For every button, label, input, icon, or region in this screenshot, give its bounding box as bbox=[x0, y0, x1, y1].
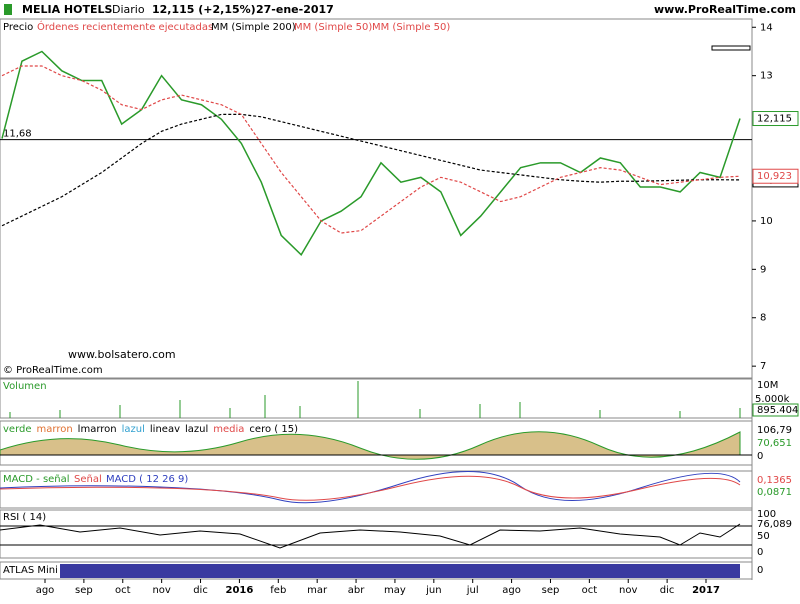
x-tick-label: may bbox=[384, 585, 406, 596]
x-tick-label: sep bbox=[542, 585, 560, 596]
atlas-frame bbox=[0, 561, 753, 580]
atlas-fill bbox=[60, 564, 740, 578]
volume-frame bbox=[0, 378, 753, 419]
tick: 0,1365 bbox=[757, 475, 792, 486]
panel-title: cero ( 15) bbox=[249, 424, 298, 435]
y-tick-label: 10 bbox=[760, 216, 773, 227]
panel-title: marron bbox=[37, 424, 73, 435]
x-tick-label: jun bbox=[425, 585, 441, 596]
x-tick-label: oct bbox=[582, 585, 598, 596]
legend-item: Precio bbox=[3, 22, 33, 33]
panel-title: lineav bbox=[150, 424, 180, 435]
tick: 0 bbox=[757, 565, 763, 576]
panel-title: RSI ( 14) bbox=[3, 512, 46, 523]
y-tick-label: 8 bbox=[760, 313, 766, 324]
last-value: 12,115 bbox=[757, 114, 792, 125]
legend-item: MM (Simple 50) bbox=[294, 22, 372, 33]
tick: 10M bbox=[757, 380, 778, 391]
x-tick-label: mar bbox=[307, 585, 328, 596]
tick: 5.000k bbox=[755, 394, 790, 405]
value-box bbox=[752, 111, 799, 127]
x-tick-label: oct bbox=[115, 585, 131, 596]
value-box bbox=[752, 403, 799, 417]
signal-line bbox=[0, 475, 741, 501]
panel-title: lazul bbox=[185, 424, 208, 435]
x-tick-label: sep bbox=[75, 585, 93, 596]
panel-title: lmarron bbox=[78, 424, 117, 435]
panel-title: MACD ( 12 26 9) bbox=[106, 474, 188, 485]
macd-line bbox=[0, 471, 741, 504]
x-tick-label: ago bbox=[36, 585, 55, 596]
x-tick-label: 2017 bbox=[692, 585, 720, 596]
x-tick-label: jul bbox=[466, 585, 479, 596]
x-tick-label: 2016 bbox=[225, 585, 253, 596]
moving-average bbox=[1, 113, 741, 227]
main-frame bbox=[0, 18, 753, 379]
bands-area bbox=[0, 431, 741, 460]
volume-bars bbox=[9, 381, 741, 418]
y-tick-label: 14 bbox=[760, 22, 773, 33]
x-tick-label: dic bbox=[193, 585, 208, 596]
tick: 0 bbox=[757, 547, 763, 558]
rsi-frame bbox=[0, 509, 753, 559]
y-tick-label: 7 bbox=[760, 361, 766, 372]
panel-title: verde bbox=[3, 424, 32, 435]
x-tick-label: dic bbox=[660, 585, 675, 596]
panel-title: lazul bbox=[122, 424, 145, 435]
rsi-line bbox=[0, 523, 741, 549]
panel-title: media bbox=[213, 424, 244, 435]
legend-item: MM (Simple 200) bbox=[211, 22, 296, 33]
value-box bbox=[752, 168, 799, 184]
site: www.ProRealTime.com bbox=[654, 3, 796, 16]
y-tick-label: 9 bbox=[760, 264, 766, 275]
macd-frame bbox=[0, 470, 753, 509]
x-tick-label: nov bbox=[619, 585, 637, 596]
marker bbox=[711, 45, 751, 51]
x-tick-label: feb bbox=[270, 585, 286, 596]
legend-item: MM (Simple 50) bbox=[372, 22, 450, 33]
copyright: © ProRealTime.com bbox=[3, 365, 103, 376]
bands-frame bbox=[0, 420, 753, 466]
panel-title: Señal bbox=[74, 474, 102, 485]
last-value: 10,923 bbox=[757, 171, 792, 182]
y-tick-label: 13 bbox=[760, 71, 773, 82]
legend-item: Órdenes recientemente ejecutadas bbox=[37, 20, 213, 33]
x-tick-label: abr bbox=[348, 585, 365, 596]
last-value: 895.404 bbox=[757, 405, 798, 416]
icon bbox=[4, 4, 12, 15]
period: Diario bbox=[112, 3, 145, 16]
price-line bbox=[1, 50, 741, 257]
x-tick-label: ago bbox=[502, 585, 521, 596]
watermark: www.bolsatero.com bbox=[68, 348, 176, 361]
tick: 50 bbox=[757, 531, 770, 542]
tick: 0 bbox=[757, 451, 763, 462]
header-bar bbox=[0, 0, 800, 19]
moving-average bbox=[1, 65, 741, 234]
tick: 76,089 bbox=[757, 519, 792, 530]
panel-title: ATLAS Mini bbox=[3, 565, 58, 576]
panel-title: Volumen bbox=[3, 381, 47, 392]
panel-title: MACD - señal bbox=[3, 474, 70, 485]
support-label: 11,68 bbox=[3, 129, 32, 140]
date: 27-ene-2017 bbox=[256, 3, 334, 16]
tick: 100 bbox=[757, 509, 776, 520]
tick: 70,651 bbox=[757, 438, 792, 449]
quote: 12,115 (+2,15%) bbox=[152, 3, 256, 16]
tick: 0,0871 bbox=[757, 487, 792, 498]
x-tick-label: nov bbox=[152, 585, 170, 596]
symbol: MELIA HOTELS bbox=[22, 3, 112, 16]
tick: 106,79 bbox=[757, 425, 792, 436]
